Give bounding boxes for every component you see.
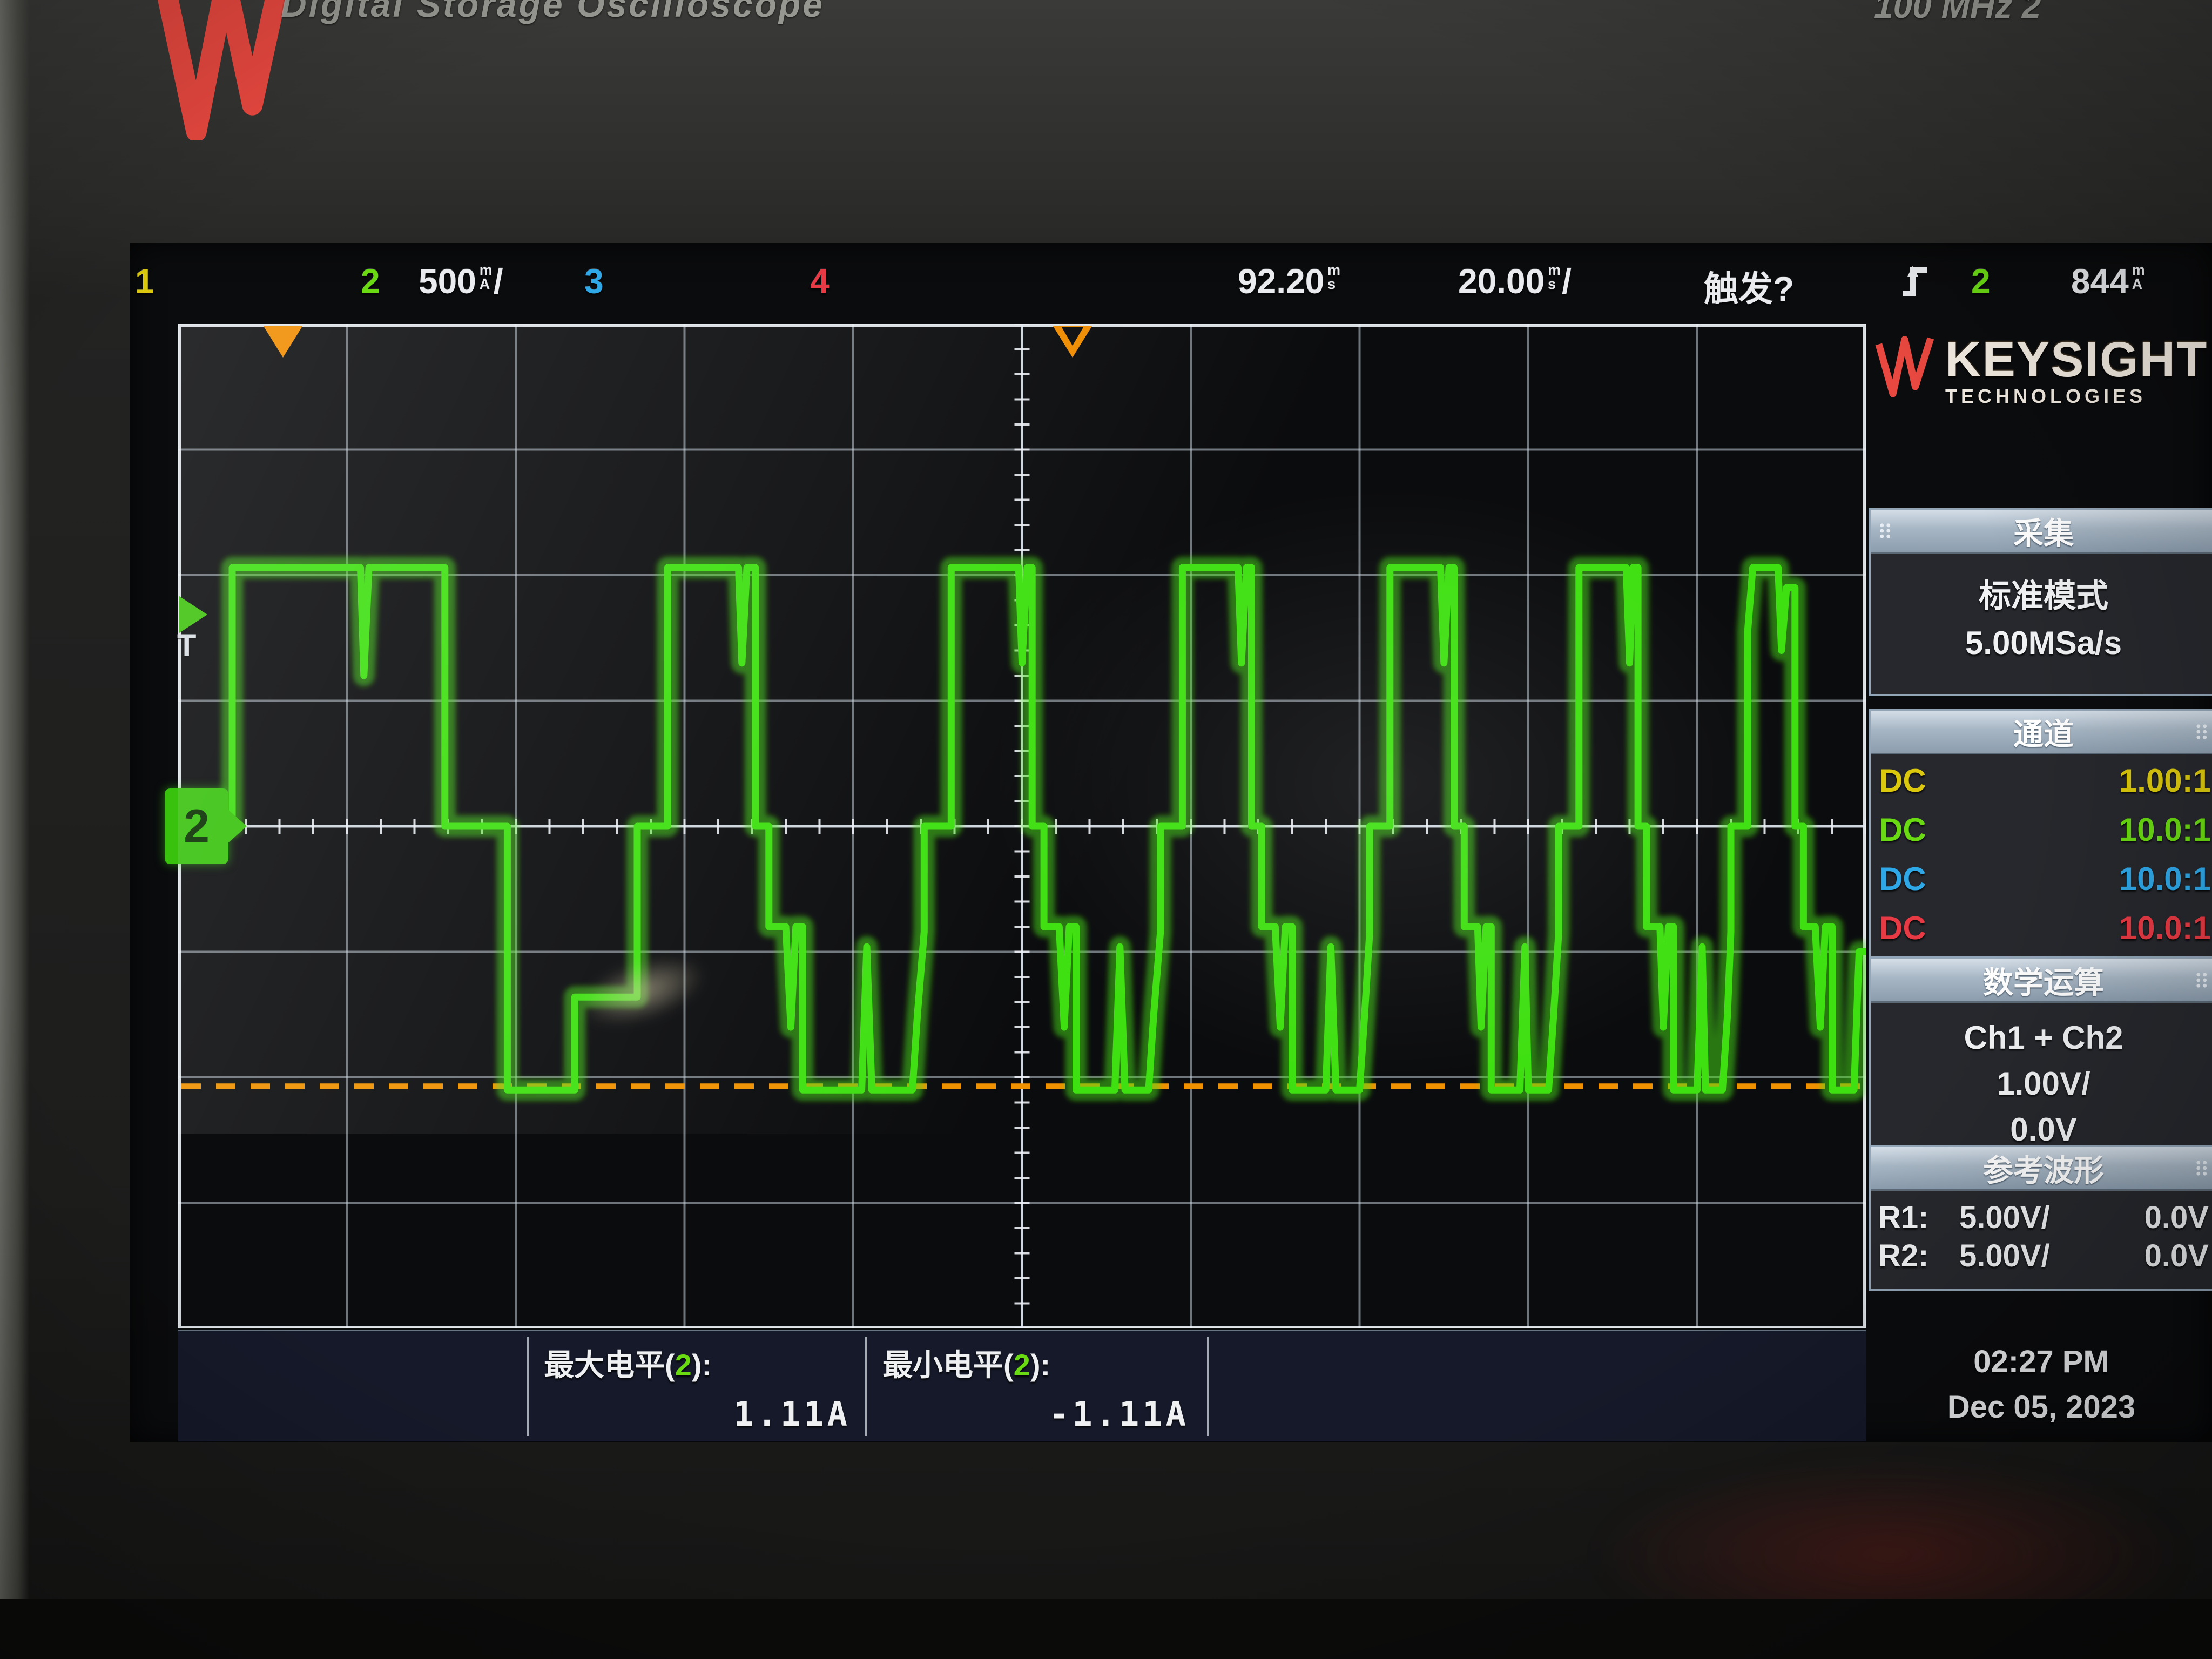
measurement-max-level[interactable]: 最大电平(2): 1.11A [544, 1348, 851, 1434]
keysight-spark-icon [1875, 336, 1934, 397]
bezel-model-text: Digital Storage Oscilloscope [281, 0, 825, 24]
bezel-bottom [0, 1599, 2212, 1659]
channel-row-1[interactable]: DC 1.00:1 [1879, 763, 2211, 799]
panel-acquisition: 采集 标准模式 5.00MSa/s [1869, 508, 2212, 696]
status-ch3-badge[interactable]: 3 [584, 262, 604, 301]
trigger-level-arrow-icon[interactable] [179, 596, 207, 633]
math-offset: 0.0V [2010, 1111, 2077, 1148]
bezel-bandwidth-text: 100 MHz 2 [1874, 0, 2041, 25]
ch2-ground-marker[interactable]: 2 [165, 788, 247, 864]
clock-date: Dec 05, 2023 [1947, 1390, 2136, 1425]
clock: 02:27 PM Dec 05, 2023 [1912, 1339, 2171, 1430]
graticule-and-trace [178, 324, 1866, 1328]
acquisition-sample-rate: 5.00MSa/s [1965, 625, 2122, 661]
panel-references-title: 参考波形 [1983, 1153, 2104, 1188]
status-timebase[interactable]: 20.00 m s / [1458, 262, 1572, 301]
status-ch2-scale[interactable]: 500 m A / [419, 262, 503, 301]
time-reference-marker-icon [1053, 326, 1092, 358]
panel-references-header[interactable]: 参考波形 [1871, 1147, 2212, 1191]
reference-row-r1[interactable]: R1: 5.00V/0.0V [1878, 1200, 2209, 1235]
logo-main-text: KEYSIGHT [1945, 332, 2208, 387]
acquisition-mode: 标准模式 [1979, 578, 2108, 614]
status-ch4-badge[interactable]: 4 [810, 262, 830, 301]
logo-sub-text: TECHNOLOGIES [1945, 385, 2147, 407]
panel-math-header[interactable]: 数学运算 [1871, 959, 2212, 1003]
panel-references: 参考波形 R1: 5.00V/0.0V R2: 5.00V/0.0V [1869, 1145, 2212, 1291]
clock-time: 02:27 PM [1973, 1344, 2109, 1379]
panel-math-title: 数学运算 [1983, 965, 2104, 1000]
panel-channels-header[interactable]: 通道 [1871, 711, 2212, 754]
grip-dots-icon [2196, 724, 2207, 739]
status-delay[interactable]: 92.20 m s [1238, 262, 1341, 301]
keysight-spark-icon [157, 0, 286, 140]
measurement-max-value: 1.11A [733, 1394, 851, 1434]
status-trigger-level[interactable]: 844 m A [2071, 262, 2145, 301]
measurement-min-level[interactable]: 最小电平(2): -1.11A [882, 1348, 1189, 1434]
grip-dots-icon [2196, 973, 2207, 988]
status-bar: 1 2 500 m A/ 3 4 92.20 m s 20.00 m s / 触发? 2 84… [130, 243, 2212, 324]
bezel-left-edge [0, 0, 30, 1659]
channel-row-4[interactable]: DC 10.0:1 [1879, 910, 2211, 946]
measurement-min-value: -1.11A [1049, 1394, 1189, 1434]
measurement-bar: 最大电平(2): 1.11A 最小电平(2): -1.11A [178, 1330, 1866, 1441]
trigger-time-left-label: T [177, 628, 197, 663]
status-trigger-source[interactable]: 2 [1971, 262, 1991, 301]
measurement-separator [865, 1337, 867, 1436]
keysight-logo: KEYSIGHT TECHNOLOGIES [1873, 335, 2208, 406]
panel-acquisition-title: 采集 [2013, 516, 2074, 550]
math-function: Ch1 + Ch2 [1964, 1020, 2123, 1056]
rising-edge-icon [1901, 261, 1933, 304]
status-trigger-label: 触发? [1704, 269, 1795, 308]
channel-row-3[interactable]: DC 10.0:1 [1879, 861, 2211, 897]
status-ch2-badge[interactable]: 2 [361, 262, 380, 301]
panel-channels: 通道 DC 1.00:1 DC 10.0:1 DC 10.0:1 DC 10.0:1 [1869, 709, 2212, 959]
panel-acquisition-header[interactable]: 采集 [1871, 510, 2212, 554]
reference-row-r2[interactable]: R2: 5.00V/0.0V [1878, 1238, 2209, 1273]
status-ch1-badge[interactable]: 1 [135, 262, 154, 301]
measurement-separator [1207, 1337, 1209, 1436]
math-scale: 1.00V/ [1997, 1065, 2090, 1102]
panel-math: 数学运算 Ch1 + Ch2 1.00V/ 0.0V [1869, 957, 2212, 1166]
measurement-separator [527, 1337, 529, 1436]
trigger-time-marker-icon[interactable] [264, 326, 302, 358]
grip-dots-icon [2196, 1161, 2207, 1176]
channel-row-2[interactable]: DC 10.0:1 [1879, 812, 2211, 848]
oscilloscope-screen: 1 2 500 m A/ 3 4 92.20 m s 20.00 m s / 触发? 2 84… [130, 243, 2212, 1442]
panel-channels-title: 通道 [2013, 717, 2074, 751]
waveform-display[interactable]: T 2 [165, 324, 1866, 1328]
grip-dots-icon [1880, 523, 1891, 538]
info-sidebar: KEYSIGHT TECHNOLOGIES 采集 标准模式 5.00MSa/s … [1869, 324, 2212, 1350]
